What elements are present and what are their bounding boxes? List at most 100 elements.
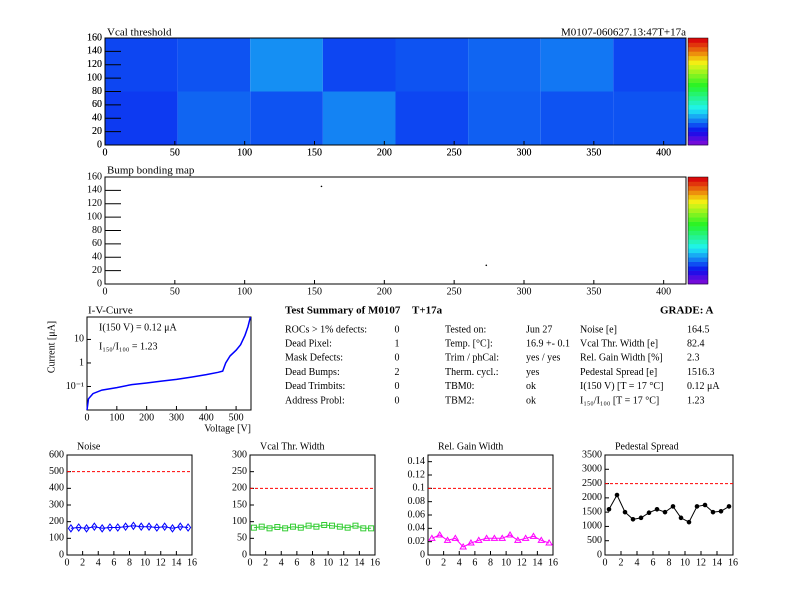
x-tick-label: 10 <box>140 557 150 568</box>
y-tick-label: 120 <box>87 59 102 70</box>
chart-title: Rel. Gain Width <box>438 441 503 452</box>
y-tick-label: 160 <box>87 32 102 43</box>
x-tick-label: 150 <box>307 147 322 158</box>
y-tick-label: 500 <box>587 535 602 546</box>
x-tick-label: 16 <box>728 557 738 568</box>
marker <box>297 524 304 531</box>
palette-step <box>688 252 708 258</box>
x-tick-label: 100 <box>237 147 252 158</box>
x-tick-label: 200 <box>139 412 154 423</box>
summary-value: 2.3 <box>687 353 700 364</box>
data-line <box>431 534 550 548</box>
x-tick-label: 300 <box>516 286 531 297</box>
x-tick-label: 500 <box>229 412 244 423</box>
x-tick-label: 14 <box>712 557 722 568</box>
summary-label: Pedestal Spread [e] <box>580 367 657 378</box>
x-tick-label: 250 <box>447 286 462 297</box>
x-tick-label: 16 <box>548 557 558 568</box>
heat-cell <box>613 91 686 145</box>
palette-step <box>688 177 708 182</box>
y-tick-label: 20 <box>92 126 102 137</box>
heatmap-title: Vcal threshold <box>107 27 172 39</box>
plot-frame <box>104 176 687 285</box>
palette-step <box>688 217 708 222</box>
y-tick-label: 0.06 <box>408 509 426 520</box>
summary-value: 0 <box>395 381 400 392</box>
y-tick-label: 400 <box>49 483 64 494</box>
x-tick-label: 14 <box>171 557 181 568</box>
heat-cell <box>177 91 251 145</box>
heat-cell <box>250 38 323 92</box>
palette-step <box>688 38 708 43</box>
marker <box>646 510 652 516</box>
palette-step <box>688 194 708 200</box>
y-tick-label: 0 <box>97 139 102 150</box>
marker <box>114 523 121 532</box>
y-tick-label: 200 <box>49 516 64 527</box>
x-tick-label: 2 <box>619 557 624 568</box>
x-tick-label: 12 <box>339 557 349 568</box>
y-tick-label: 0.08 <box>408 496 426 507</box>
marker <box>161 522 168 532</box>
palette-step <box>688 60 708 66</box>
x-tick-label: 4 <box>279 557 284 568</box>
palette-step <box>688 51 708 57</box>
y-tick-label: 3500 <box>582 449 602 460</box>
palette-step <box>688 279 708 285</box>
summary-value: 82.4 <box>687 338 705 349</box>
palette-step <box>688 243 708 249</box>
palette-step <box>688 55 708 61</box>
plot-frame <box>86 316 252 411</box>
palette-step <box>688 239 708 245</box>
marker <box>606 506 612 512</box>
marker <box>614 492 620 498</box>
palette-step <box>688 95 708 101</box>
summary-value: 2 <box>395 367 400 378</box>
summary-value: ok <box>526 395 536 406</box>
summary-value: Jun 27 <box>526 324 552 335</box>
y-tick-label: 150 <box>232 499 247 510</box>
marker <box>686 519 692 525</box>
x-tick-label: 8 <box>127 557 132 568</box>
x-tick-label: 200 <box>377 147 392 158</box>
palette-step <box>688 266 708 271</box>
point <box>320 185 323 188</box>
palette-step <box>688 78 708 83</box>
marker <box>622 509 628 515</box>
x-tick-label: 10 <box>680 557 690 568</box>
y-tick-label: 140 <box>87 46 102 57</box>
x-tick-label: 400 <box>656 147 671 158</box>
summary-value: 0 <box>395 353 400 364</box>
y-tick-label: 100 <box>87 211 102 222</box>
y-tick-label: 200 <box>232 483 247 494</box>
palette-step <box>688 234 708 240</box>
y-tick-label: 100 <box>49 533 64 544</box>
bump-title: Bump bonding map <box>107 165 195 177</box>
palette-step <box>688 181 708 187</box>
y-tick-label: 60 <box>92 99 102 110</box>
marker <box>490 534 499 541</box>
y-tick-label: 40 <box>92 113 102 124</box>
summary-value: 16.9 +- 0.1 <box>526 338 570 349</box>
palette-step <box>688 226 708 231</box>
y-tick-label: 0.1 <box>413 483 426 494</box>
palette-step <box>688 212 708 218</box>
x-tick-label: 6 <box>294 557 299 568</box>
x-tick-label: 0 <box>248 557 253 568</box>
summary-value: 1516.3 <box>687 367 715 378</box>
marker <box>654 506 660 512</box>
palette-step <box>688 275 708 280</box>
summary-label: Rel. Gain Width [%] <box>580 353 663 364</box>
summary-value: yes / yes <box>526 353 561 364</box>
x-tick-label: 0 <box>85 412 90 423</box>
y-tick-label: 0.14 <box>408 456 426 467</box>
x-tick-label: 300 <box>169 412 184 423</box>
x-tick-label: 50 <box>170 147 180 158</box>
summary-value: 0.12 μA <box>687 381 720 392</box>
marker <box>274 524 281 530</box>
heat-cell <box>468 91 541 145</box>
palette-step <box>688 113 708 119</box>
y-tick-label: 140 <box>87 185 102 196</box>
x-tick-label: 16 <box>187 557 197 568</box>
summary-value: ok <box>526 381 536 392</box>
